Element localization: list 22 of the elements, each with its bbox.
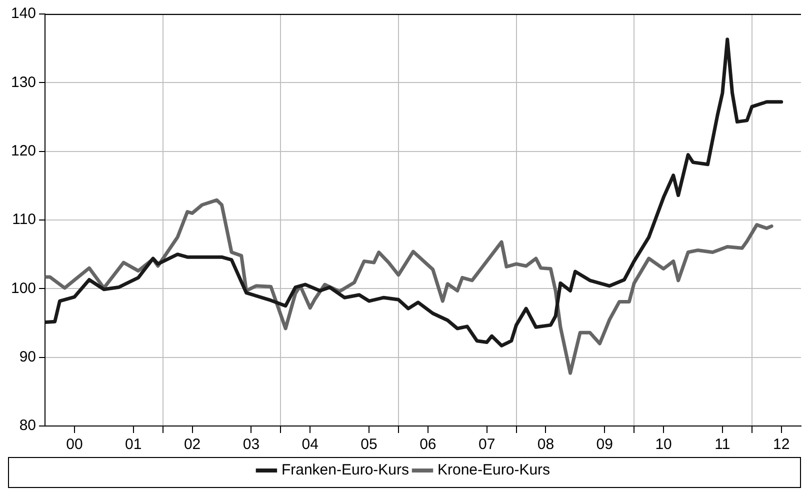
x-tick-label: 08: [537, 436, 554, 454]
legend-label: Franken-Euro-Kurs: [281, 462, 410, 479]
x-tick-label: 07: [478, 436, 496, 454]
x-tick-label: 09: [596, 436, 613, 454]
x-tick-label: 04: [302, 436, 318, 454]
x-tick-label: 00: [66, 436, 83, 454]
x-tick-label: 01: [125, 436, 142, 454]
y-tick-label: 130: [10, 74, 36, 91]
x-tick-label: 03: [242, 436, 260, 454]
x-tick-label: 11: [714, 436, 730, 454]
x-tick-label: 05: [360, 436, 378, 454]
y-tick-label: 90: [19, 348, 36, 366]
y-tick-label: 100: [10, 280, 36, 297]
x-tick-label: 10: [655, 436, 672, 454]
x-tick-label: 06: [420, 436, 436, 454]
y-tick-label: 120: [10, 142, 36, 160]
y-tick-label: 110: [12, 211, 36, 228]
y-tick-label: 80: [19, 417, 36, 434]
y-tick-label: 140: [10, 5, 36, 22]
legend-label: Krone-Euro-Kurs: [438, 462, 550, 479]
x-tick-label: 12: [773, 436, 790, 454]
x-tick-label: 02: [184, 436, 201, 454]
